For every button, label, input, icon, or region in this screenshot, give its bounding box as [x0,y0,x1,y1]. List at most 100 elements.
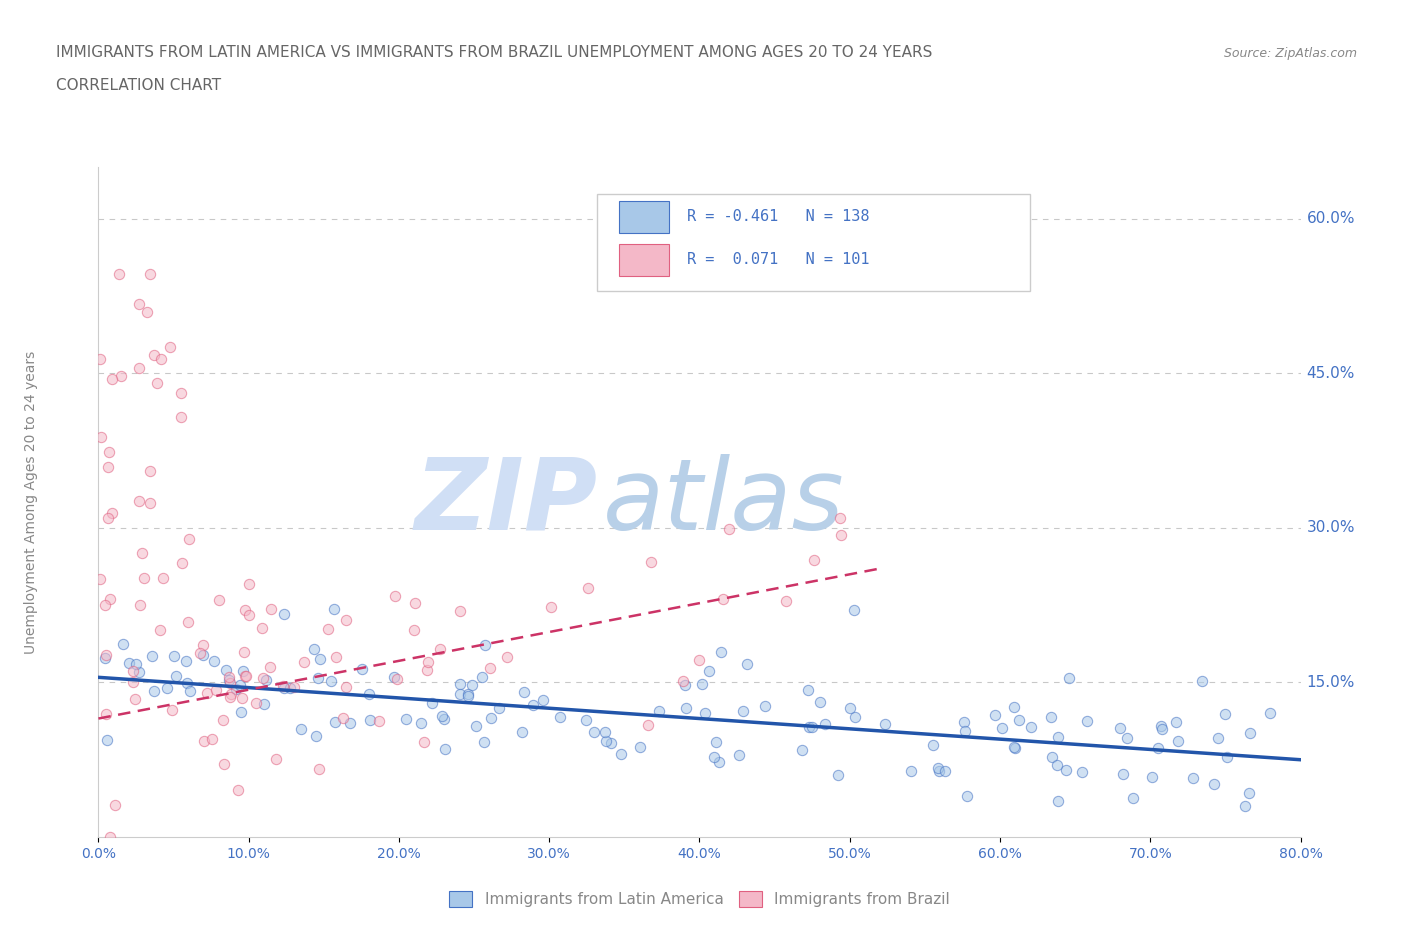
Point [278,681,301,696]
Point [323,602,346,617]
Text: 60.0%: 60.0% [1306,211,1355,226]
Point [718,521,741,536]
Point [797,720,820,735]
Point [359,712,381,727]
Point [93,597,115,612]
Point [305,728,328,743]
Point [1239,786,1261,801]
Point [229,678,252,693]
Point [132,571,155,586]
Point [179,684,201,698]
Point [540,599,562,614]
Point [1181,770,1204,785]
Point [803,553,825,568]
Point [464,718,486,733]
Point [420,695,443,710]
Point [131,546,153,561]
Point [308,762,330,777]
Text: R =  0.071   N = 101: R = 0.071 N = 101 [688,252,870,267]
Point [582,724,605,739]
Point [325,714,347,729]
Point [1071,764,1094,779]
Point [394,712,416,727]
Point [640,554,662,569]
Point [839,700,862,715]
Point [711,591,734,606]
Point [707,755,730,770]
Point [1164,714,1187,729]
Point [218,669,240,684]
Point [690,676,713,691]
Point [471,670,494,684]
Point [332,711,354,725]
Point [737,657,759,671]
Point [415,662,437,677]
Point [94,651,117,666]
Point [319,673,342,688]
Point [104,797,127,812]
Point [139,464,162,479]
Point [110,368,132,383]
Point [307,671,329,685]
Point [495,649,517,664]
Point [215,663,238,678]
Point [225,682,247,697]
Point [122,664,145,679]
Point [219,686,242,701]
Point [731,703,754,718]
Point [1046,758,1069,773]
Point [124,692,146,707]
Point [775,594,797,609]
Point [143,348,166,363]
Point [1046,793,1069,808]
Point [335,613,357,628]
Point [218,672,240,687]
Point [245,696,267,711]
Point [1140,769,1163,784]
Point [141,648,163,663]
Point [238,577,260,591]
Point [488,701,510,716]
Point [628,740,651,755]
Point [1076,713,1098,728]
FancyBboxPatch shape [598,194,1031,291]
Point [688,653,710,668]
Point [259,659,281,674]
Point [318,622,340,637]
Point [149,622,172,637]
Point [233,603,256,618]
Point [927,761,949,776]
Point [290,722,312,737]
Point [797,683,820,698]
Point [111,636,134,651]
Point [139,267,162,282]
Point [984,708,1007,723]
Point [449,604,471,618]
Text: Unemployment Among Ages 20 to 24 years: Unemployment Among Ages 20 to 24 years [24,351,38,654]
Point [474,735,496,750]
Point [97,445,120,459]
Point [416,654,439,669]
Legend: Immigrants from Latin America, Immigrants from Brazil: Immigrants from Latin America, Immigrant… [443,884,956,913]
Point [479,660,502,675]
Point [191,638,214,653]
Text: CORRELATION CHART: CORRELATION CHART [56,78,221,93]
Point [1152,722,1174,737]
Point [790,742,813,757]
Point [479,711,502,725]
Point [409,715,432,730]
Point [97,459,120,474]
Point [129,598,152,613]
Point [956,789,979,804]
Point [309,651,332,666]
Point [226,783,249,798]
Point [193,734,215,749]
Text: 30.0%: 30.0% [1306,521,1355,536]
Point [165,668,187,683]
Point [922,737,945,752]
Point [233,669,256,684]
Point [1007,712,1029,727]
Point [231,691,253,706]
Point [574,713,596,728]
Point [900,764,922,778]
